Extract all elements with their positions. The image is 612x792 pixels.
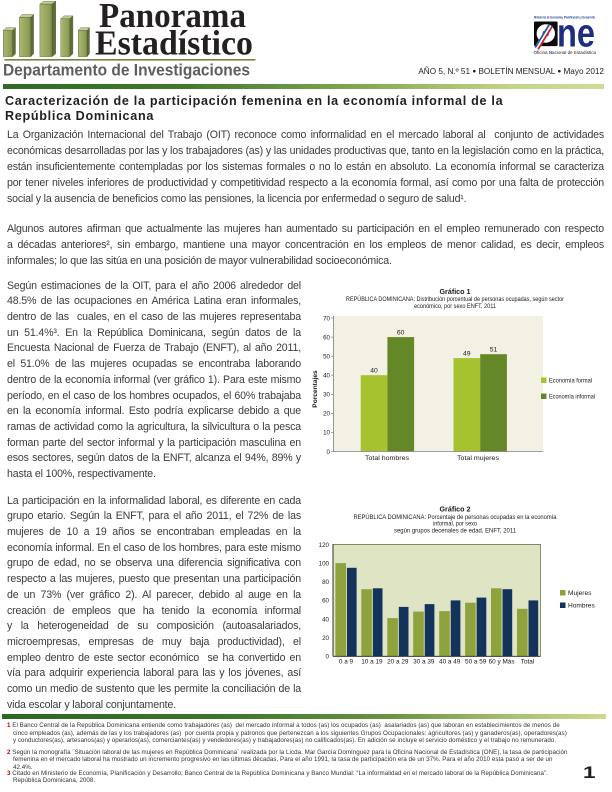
svg-text:Ministerio de Economía, Planif: Ministerio de Economía, Planificación y …	[534, 15, 596, 19]
svg-text:30: 30	[323, 392, 330, 399]
svg-text:según grupos decenales de edad: según grupos decenales de edad, ENFT, 20…	[394, 527, 516, 534]
svg-text:Economía informal: Economía informal	[549, 393, 595, 400]
svg-text:Mujeres: Mujeres	[568, 590, 592, 597]
svg-text:económico, por sexo ENFT, 201: económico, por sexo ENFT, 2011	[414, 303, 496, 310]
svg-text:51: 51	[490, 346, 498, 353]
svg-text:Total mujeres: Total mujeres	[457, 455, 500, 462]
svg-text:ne: ne	[557, 11, 595, 55]
svg-text:Gráfico 1: Gráfico 1	[440, 287, 471, 296]
svg-text:49: 49	[463, 350, 471, 357]
svg-text:40 a 49: 40 a 49	[439, 659, 461, 666]
svg-text:Panorama: Panorama	[99, 0, 246, 35]
svg-text:0 a 9: 0 a 9	[339, 659, 354, 666]
svg-text:REPÚBLICA DOMINICANA: Distribu: REPÚBLICA DOMINICANA: Distribución porce…	[346, 294, 565, 303]
svg-text:60: 60	[322, 598, 329, 605]
svg-text:60: 60	[323, 334, 330, 341]
svg-text:50: 50	[323, 354, 330, 361]
svg-text:20 a 29: 20 a 29	[387, 659, 409, 666]
svg-text:20: 20	[322, 635, 329, 642]
svg-text:Estadístico: Estadístico	[95, 23, 253, 62]
svg-text:40: 40	[370, 367, 378, 374]
svg-text:70: 70	[323, 315, 330, 322]
svg-text:40: 40	[323, 373, 330, 380]
svg-text:REPÚBLICA DOMINICANA: Porcenta: REPÚBLICA DOMINICANA: Porcentaje de pers…	[354, 512, 557, 521]
svg-text:Departamento de Investigacione: Departamento de Investigaciones	[3, 61, 250, 80]
svg-text:Gráfico 2: Gráfico 2	[440, 505, 471, 514]
svg-text:Oficina Nacional de Estadístic: Oficina Nacional de Estadística	[534, 50, 597, 55]
svg-text:Total: Total	[521, 659, 535, 666]
svg-text:60: 60	[397, 329, 405, 336]
svg-text:100: 100	[319, 560, 330, 567]
svg-text:Hombres: Hombres	[568, 602, 595, 609]
svg-text:Porcentajes: Porcentajes	[312, 370, 319, 408]
svg-text:Total hombres: Total hombres	[365, 455, 410, 462]
svg-text:informal, por sexo: informal, por sexo	[433, 521, 477, 528]
svg-text:60 y Más: 60 y Más	[489, 659, 515, 666]
svg-text:10 a 19: 10 a 19	[361, 659, 383, 666]
svg-text:20: 20	[323, 411, 330, 418]
svg-text:AÑO 5, N.º 51 ● BOLETÍN MENS: AÑO 5, N.º 51 ● BOLETÍN MENSUAL ● Mayo 2…	[418, 66, 604, 76]
svg-text:0: 0	[327, 449, 331, 456]
svg-text:120: 120	[319, 542, 330, 549]
svg-text:10: 10	[323, 430, 330, 437]
svg-text:30 a 39: 30 a 39	[413, 659, 435, 666]
svg-text:40: 40	[322, 616, 329, 623]
svg-text:50 a 59: 50 a 59	[465, 659, 487, 666]
svg-text:80: 80	[322, 579, 329, 586]
svg-text:0: 0	[326, 654, 330, 661]
svg-text:Economía formal: Economía formal	[549, 377, 592, 384]
